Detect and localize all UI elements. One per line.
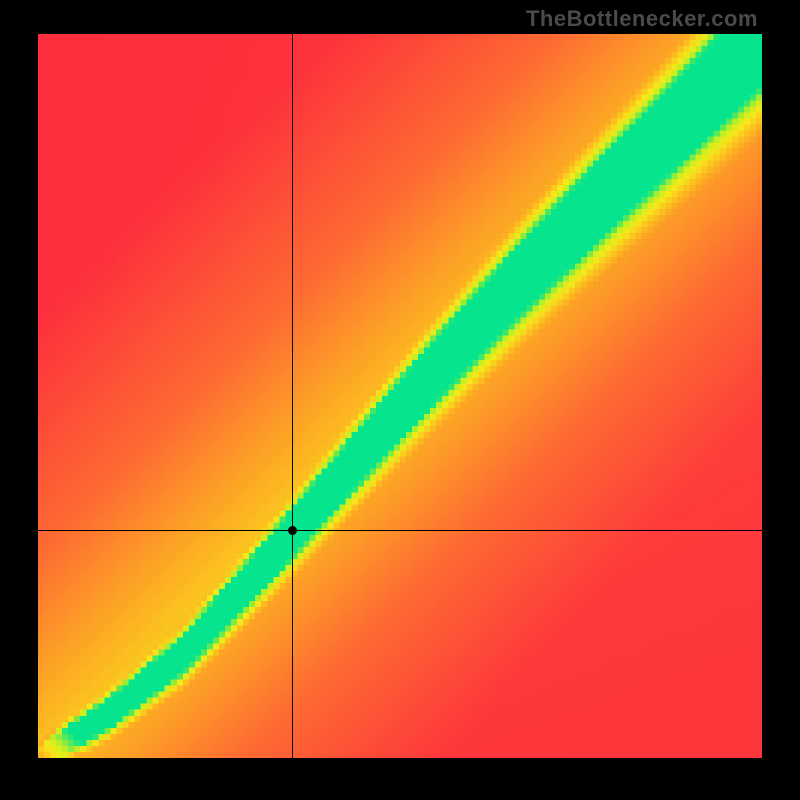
bottleneck-heatmap	[38, 34, 762, 758]
watermark-text: TheBottlenecker.com	[526, 6, 758, 32]
crosshair-horizontal	[38, 530, 762, 531]
crosshair-vertical	[292, 34, 293, 758]
